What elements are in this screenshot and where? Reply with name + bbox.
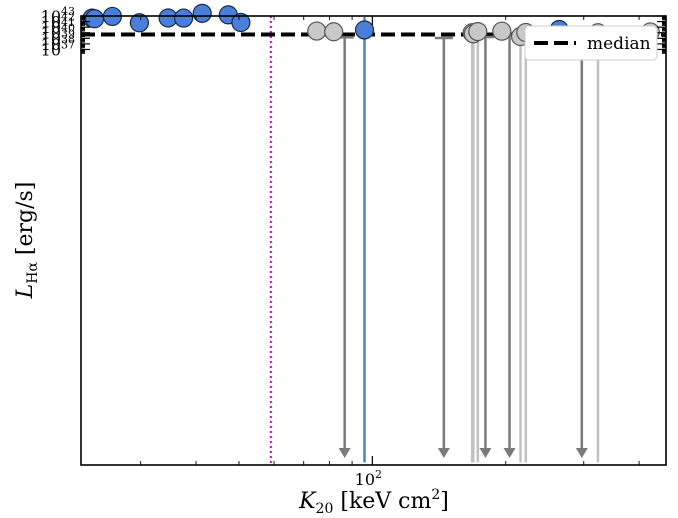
y-tick-label: 1039 [41, 27, 75, 48]
x-tick-label: 102 [355, 468, 382, 489]
x-axis-label: K20 [keV cm2] [298, 487, 449, 517]
legend: median [524, 25, 658, 61]
gray-point [468, 21, 488, 42]
legend-median-label: median [587, 34, 651, 54]
data-point-layer [82, 3, 660, 47]
gray-point [492, 21, 512, 41]
error-bar-layer [315, 17, 652, 463]
y-tick-label: 1037 [41, 38, 75, 59]
gray-point [307, 21, 327, 41]
blue-point [354, 20, 375, 40]
blue-point [129, 13, 149, 33]
upper-limit-arrow [437, 448, 450, 458]
y-tick-label: 1040 [41, 22, 75, 43]
legend-box [524, 25, 658, 61]
upper-limit-layer [335, 34, 591, 458]
blue-point [192, 3, 212, 23]
y-tick-label: 1043 [41, 5, 75, 26]
y-tick-label: 1038 [41, 33, 75, 54]
y-tick-label: 1042 [41, 11, 75, 32]
plot-frame [80, 15, 667, 466]
blue-point [84, 9, 105, 29]
upper-limit-arrow [338, 448, 351, 458]
upper-limit-arrow [503, 448, 516, 458]
upper-limit-arrow [479, 448, 492, 458]
y-axis-label: LHα [erg/s] [13, 182, 41, 300]
axes-frame-layer [80, 15, 667, 466]
y-tick-label: 1041 [41, 16, 75, 37]
upper-limit-arrow [575, 448, 588, 458]
blue-point [231, 12, 251, 33]
axis-label-layer: K20 [keV cm2] LHα [erg/s] [13, 182, 449, 517]
gray-point [324, 22, 344, 42]
blue-point [174, 8, 194, 28]
